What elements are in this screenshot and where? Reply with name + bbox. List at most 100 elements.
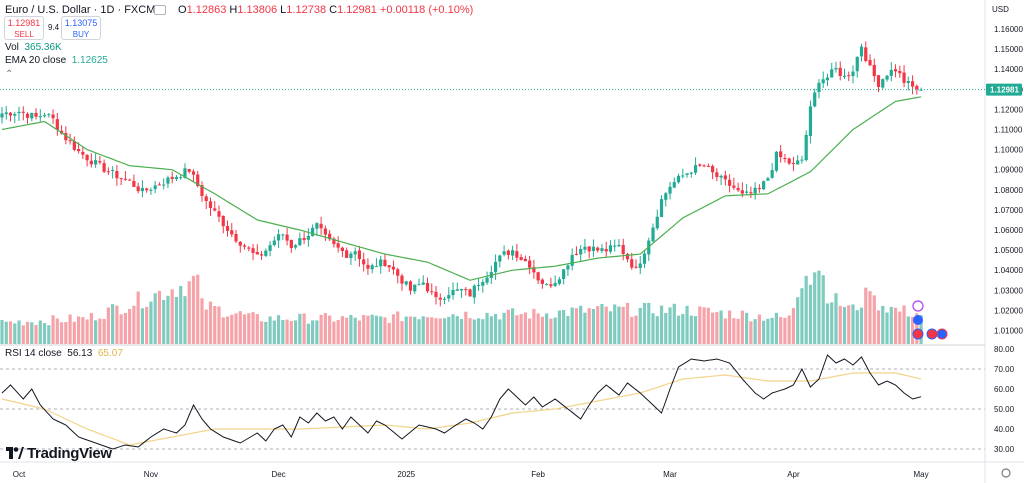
candle-body [698, 164, 702, 166]
volume-bar [430, 317, 434, 344]
volume-bar [630, 316, 634, 344]
candle-body [302, 238, 306, 240]
candle-body [821, 79, 825, 84]
volume-bar [608, 311, 613, 344]
volume-bar [676, 315, 681, 344]
volume-bar [94, 320, 98, 344]
candle-body [617, 244, 621, 247]
candle-body [264, 250, 268, 256]
candle-body [106, 171, 110, 173]
candle-body [596, 247, 600, 251]
volume-bar [408, 316, 413, 344]
volume-bar [459, 319, 464, 344]
volume-bar [468, 318, 472, 344]
price-tick-label: 1.11000 [994, 126, 1023, 135]
candle-body [289, 239, 293, 248]
volume-bar [391, 314, 396, 344]
volume-bar [434, 318, 438, 344]
volume-bar [766, 318, 770, 344]
volume-bar [881, 306, 885, 344]
volume-bar [153, 293, 157, 344]
volume-bar [485, 312, 489, 344]
candle-body [459, 289, 464, 291]
candle-body [851, 71, 855, 77]
candle-body [659, 199, 664, 218]
candle-body [42, 115, 47, 117]
volume-bar [481, 319, 485, 344]
sell-button[interactable]: 1.12981 SELL [4, 16, 44, 40]
low-value: 1.12738 [286, 4, 327, 16]
volume-bar [830, 302, 834, 344]
candle-body [728, 179, 732, 186]
volume-bar [208, 301, 213, 344]
candle-body [425, 283, 430, 292]
candle-body [557, 279, 562, 284]
candle-body [174, 176, 179, 180]
candle-body [362, 259, 366, 265]
candle-body [876, 75, 881, 88]
candle-body [604, 248, 608, 252]
candle-body [298, 238, 302, 246]
volume-bar [655, 316, 659, 344]
candle-body [710, 165, 715, 173]
volume-bar [596, 306, 600, 344]
rsi-tick-label: 80.00 [994, 345, 1015, 354]
tradingview-logo[interactable]: TradingView [6, 445, 112, 462]
volume-legend[interactable]: Vol 365.36K [5, 42, 62, 53]
volume-bar [106, 307, 110, 344]
volume-bar [285, 319, 289, 344]
volume-bar [808, 284, 813, 344]
volume-bar [723, 318, 727, 344]
volume-bar [200, 298, 204, 344]
volume-bar [319, 314, 323, 344]
candle-body [719, 175, 723, 178]
volume-bar [783, 317, 787, 344]
rsi-pane [0, 354, 985, 450]
candle-body [89, 160, 93, 165]
candle-body [4, 112, 8, 115]
volume-bar [762, 320, 766, 344]
volume-bar [366, 315, 370, 344]
volume-bar [119, 314, 123, 344]
volume-bar [804, 275, 808, 344]
candle-body [370, 265, 374, 270]
collapse-icon[interactable]: ⌃ [5, 69, 14, 80]
volume-bar [693, 316, 698, 344]
volume-bar [902, 305, 906, 344]
volume-bar [306, 323, 310, 344]
buy-button[interactable]: 1.13075 BUY [61, 16, 101, 40]
candle-body [481, 281, 485, 286]
symbol-header[interactable]: Euro / U.S. Dollar · 1D · FXCM [5, 4, 155, 16]
volume-bar [247, 313, 251, 344]
volume-bar [702, 307, 706, 344]
volume-bar [838, 305, 842, 344]
ema-legend[interactable]: EMA 20 close 1.12625 [5, 55, 108, 66]
volume-bar [51, 315, 55, 344]
volume-bar [89, 312, 93, 344]
candle-body [634, 266, 638, 268]
volume-bar [38, 320, 42, 344]
price-tick-label: 1.05000 [994, 246, 1023, 255]
volume-bar [85, 319, 89, 344]
volume-bar [234, 313, 238, 344]
candle-body [570, 254, 574, 266]
rsi-legend[interactable]: RSI 14 close 56.13 65.07 [5, 348, 123, 359]
settings-icon[interactable] [154, 5, 166, 15]
candle-body [757, 188, 761, 190]
volume-bar [579, 305, 583, 344]
volume-bar [387, 322, 391, 344]
volume-bar [638, 307, 642, 344]
volume-bar [98, 318, 102, 344]
volume-bar [557, 310, 562, 344]
candle-body [608, 245, 613, 252]
volume-bar [204, 309, 208, 344]
candle-body [47, 114, 51, 116]
price-tick-label: 1.16000 [994, 25, 1023, 34]
ema-line [1, 96, 922, 281]
us-flag-icon [936, 328, 948, 340]
volume-bar [242, 314, 247, 344]
volume-bar [451, 314, 455, 344]
volume-bar [72, 321, 76, 344]
volume-bar [293, 320, 298, 344]
